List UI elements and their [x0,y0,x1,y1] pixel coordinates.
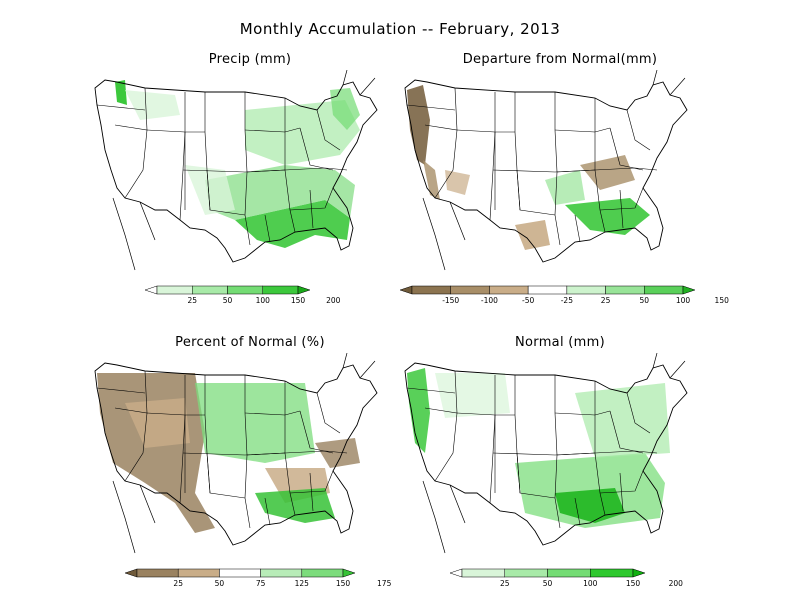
legend-tick-label: 100 [256,296,271,305]
legend-swatch [682,285,696,295]
legend-tick-label: 50 [543,579,553,588]
legend-swatch [399,285,413,295]
legend-bar-precip: 25 50 100 150 200 [144,285,341,305]
legend-swatch [461,568,505,578]
percent-shading [97,373,360,533]
legend-tick-label: -100 [481,296,498,305]
legend-swatch [144,285,158,295]
legend-tick-label: 200 [669,579,684,588]
precip-shading [115,80,360,248]
legend-bar-percent: 25 50 75 125 150 175 [124,568,392,588]
panel-precip: Precip (mm) 25 50 100 150 200 [85,52,415,305]
us-outline [94,362,378,546]
legend-tick-label: -25 [561,296,573,305]
normal-shading [407,368,670,528]
legend-swatch [297,285,311,295]
legend-swatch [449,568,463,578]
legend-swatch [136,568,179,578]
legend-tick-label: 100 [676,296,691,305]
legend-swatch [262,285,299,295]
legend-tick-label: 150 [336,579,351,588]
legend-tick-label: 25 [187,296,197,305]
legend-tick-label: 150 [626,579,641,588]
legend-swatch [177,568,220,578]
legend-swatch [342,568,356,578]
panel-title-percent: Percent of Normal (%) [175,335,325,350]
legend-swatch [590,568,634,578]
legend-swatch [124,568,138,578]
panel-departure: Departure from Normal(mm) -150 -100 -50 -25… [395,52,729,305]
panel-percent: Percent of Normal (%) 25 50 75 125 150 175 [85,335,415,588]
legend-swatch [547,568,591,578]
state-boundaries [404,353,688,554]
legend-tick-label: 125 [295,579,310,588]
legend-precip: 25 50 100 150 200 [144,284,341,306]
panel-title-departure: Departure from Normal(mm) [462,52,658,67]
legend-swatch [489,285,529,295]
legend-tick-label: 100 [583,579,598,588]
legend-swatch [605,285,645,295]
legend-swatch [260,568,303,578]
state-boundaries [94,70,378,271]
legend-tick-label: -150 [442,296,459,305]
legend-tick-label: 175 [377,579,392,588]
legend-percent: 25 50 75 125 150 175 [124,567,392,589]
legend-tick-label: 25 [500,579,510,588]
panel-title-precip: Precip (mm) [208,52,292,67]
legend-departure: -150 -100 -50 -25 25 50 100 150 [399,284,729,306]
legend-swatch [527,285,568,295]
map-normal [404,353,688,554]
legend-tick-label: 200 [326,296,341,305]
legend-tick-label: 25 [601,296,611,305]
legend-swatch [644,285,684,295]
legend-swatch [227,285,263,295]
panel-title-normal: Normal (mm) [515,335,605,350]
legend-tick-label: 150 [715,296,730,305]
legend-swatch [632,568,646,578]
legend-swatch [411,285,451,295]
legend-normal: 25 50 100 150 200 [449,567,683,589]
us-outline [404,362,688,546]
legend-tick-label: 25 [173,579,183,588]
map-percent [94,353,378,554]
legend-swatch [301,568,344,578]
legend-tick-label: 75 [256,579,266,588]
us-outline [94,79,378,263]
legend-bar-normal: 25 50 100 150 200 [449,568,683,588]
us-outline [404,79,688,263]
legend-bar-departure: -150 -100 -50 -25 25 50 100 150 [399,285,729,305]
legend-swatch [450,285,490,295]
legend-tick-label: 50 [640,296,650,305]
legend-tick-label: 150 [291,296,306,305]
legend-tick-label: -50 [522,296,534,305]
panel-normal: Normal (mm) 25 50 100 150 200 [395,335,725,588]
figure-title: Monthly Accumulation -- February, 2013 [239,20,561,38]
legend-swatch [566,285,606,295]
map-precip [94,70,378,271]
legend-swatch [219,568,261,578]
legend-swatch [156,285,193,295]
state-boundaries [404,70,688,271]
legend-tick-label: 50 [215,579,225,588]
departure-shading [407,85,650,250]
legend-tick-label: 50 [223,296,233,305]
legend-swatch [504,568,548,578]
legend-swatch [192,285,228,295]
map-departure [404,70,688,271]
state-boundaries [94,353,378,554]
